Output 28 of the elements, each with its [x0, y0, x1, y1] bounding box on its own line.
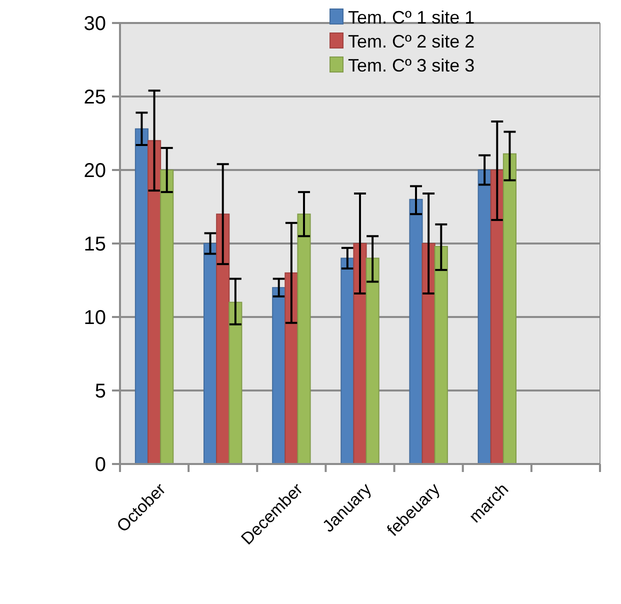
- y-tick-label: 5: [94, 380, 106, 402]
- bar: [490, 170, 504, 464]
- legend-label: Tem. Cº 2 site 2: [348, 31, 475, 52]
- y-tick-label: 10: [84, 307, 106, 329]
- bar: [148, 140, 162, 464]
- y-tick-label: 15: [84, 234, 106, 256]
- bar: [228, 302, 242, 464]
- bar: [272, 287, 286, 464]
- bar: [204, 243, 218, 464]
- bar: [434, 246, 448, 464]
- y-tick-label: 25: [84, 86, 106, 108]
- bar: [422, 243, 436, 464]
- bar: [409, 198, 423, 464]
- y-tick-label: 30: [84, 13, 106, 35]
- bar: [366, 258, 380, 464]
- bar: [297, 214, 311, 464]
- bar: [478, 170, 492, 464]
- y-tick-label: 20: [84, 160, 106, 182]
- bar: [340, 258, 354, 464]
- bar: [353, 243, 367, 464]
- bar: [284, 272, 298, 464]
- bar: [216, 214, 230, 464]
- legend-label: Tem. Cº 3 site 3: [348, 55, 475, 76]
- y-tick-label: 0: [94, 454, 106, 476]
- bar: [160, 170, 174, 464]
- bar: [134, 128, 148, 464]
- legend-label: Tem. Cº 1 site 1: [348, 7, 475, 28]
- bar: [502, 153, 516, 464]
